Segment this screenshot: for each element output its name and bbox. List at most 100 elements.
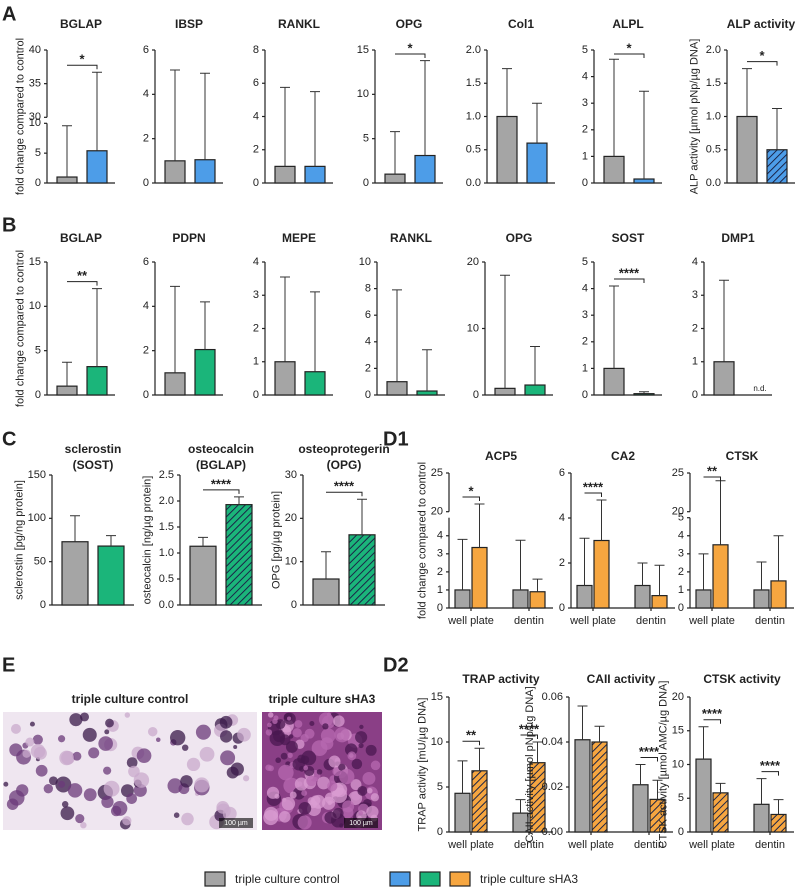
error-bar (92, 71, 102, 151)
y-tick-label: 6 (365, 309, 371, 321)
y-tick-label: 1.5 (466, 77, 481, 89)
y-tick-label: 0 (253, 389, 259, 401)
chart-title: PDPN (172, 231, 205, 245)
y-axis-label: OPG [pg/µg protein] (271, 491, 283, 589)
bar (164, 160, 186, 184)
cell (25, 737, 35, 747)
cell (370, 793, 380, 802)
cell (67, 783, 83, 798)
panel-label: A (2, 3, 16, 25)
cell (301, 790, 308, 797)
cell (328, 755, 341, 768)
error-bar (635, 764, 646, 785)
significance-bracket (67, 64, 98, 70)
bar (632, 784, 649, 833)
bar (713, 361, 735, 396)
error-bar (234, 496, 244, 505)
y-tick-label: 1.5 (159, 521, 174, 533)
error-bar (639, 391, 649, 394)
error-bar (502, 68, 512, 117)
significance-bracket (703, 719, 721, 724)
y-tick-label: 0.00 (542, 826, 563, 838)
bar (591, 741, 608, 833)
bar (494, 387, 516, 396)
error-bar (390, 131, 400, 175)
bar (384, 173, 406, 184)
y-axis-label: sclerostin [pg/ng protein] (13, 480, 25, 600)
cell (279, 811, 291, 823)
y-tick-label: 5 (582, 256, 588, 268)
cell (105, 718, 114, 728)
cell (126, 793, 138, 804)
error-bar (532, 741, 543, 763)
cell (292, 758, 305, 771)
cell (180, 775, 193, 788)
cell (355, 731, 368, 744)
error-bar (457, 760, 468, 794)
y-tick-label: 2 (559, 557, 565, 569)
y-tick-label: 0 (582, 389, 588, 401)
y-tick-label: 0 (35, 177, 41, 189)
cell (359, 724, 364, 730)
error-bar (756, 561, 767, 590)
chart-title: MEPE (282, 231, 316, 245)
chart-title: OPG (396, 17, 423, 31)
bar (651, 595, 668, 609)
significance-bracket (462, 496, 480, 501)
error-bar (579, 537, 590, 586)
significance-bracket (640, 757, 658, 762)
cell (366, 805, 379, 818)
bar (274, 165, 296, 184)
bar (164, 372, 186, 396)
y-tick-label: 3 (437, 548, 443, 560)
cell (274, 793, 280, 799)
cell (267, 722, 272, 728)
significance-bracket (67, 281, 98, 286)
significance-bracket (747, 61, 778, 66)
y-tick-label: 2 (678, 566, 684, 578)
error-bar (170, 69, 180, 161)
bar (633, 178, 655, 184)
error-bar (200, 72, 210, 160)
y-tick-label: 0 (678, 826, 684, 838)
y-tick-label: 2.0 (706, 44, 721, 56)
chart-title: IBSP (175, 17, 203, 31)
bar (56, 176, 78, 184)
error-bar (422, 349, 432, 392)
cell (181, 812, 194, 826)
y-tick-label: 0 (365, 389, 371, 401)
error-bar (577, 705, 588, 740)
y-tick-label: 15 (357, 44, 369, 56)
cell (219, 715, 233, 729)
y-tick-label: 0 (678, 602, 684, 614)
chart-title: sclerostin (65, 442, 122, 456)
cell (313, 776, 318, 782)
significance-bracket (395, 53, 426, 58)
y-tick-label: 2.0 (466, 44, 481, 56)
cell (103, 766, 112, 775)
y-tick-label: 5 (678, 512, 684, 524)
bar (633, 393, 655, 396)
y-tick-label: 0 (35, 389, 41, 401)
chart-title: OPG (506, 231, 533, 245)
y-tick-label: 4 (678, 530, 684, 542)
significance-label: **** (334, 479, 355, 494)
significance-bracket (326, 491, 363, 497)
y-tick-label: 6 (559, 467, 565, 479)
y-tick-label: 10 (357, 88, 369, 100)
cell (57, 735, 66, 743)
bar (736, 115, 758, 184)
cell (275, 757, 282, 764)
cell (195, 724, 211, 740)
scale-bar-bg (344, 818, 378, 828)
y-tick-label: 3 (692, 289, 698, 301)
y-tick-label: 6 (143, 44, 149, 56)
y-tick-label: 25 (672, 467, 684, 479)
legend-label: triple culture control (235, 872, 340, 886)
bar (454, 589, 471, 609)
bar (634, 584, 651, 609)
y-axis-label: fold change compared to control (15, 250, 27, 407)
error-bar (773, 799, 784, 815)
error-bar (500, 274, 510, 389)
cell (216, 800, 230, 814)
